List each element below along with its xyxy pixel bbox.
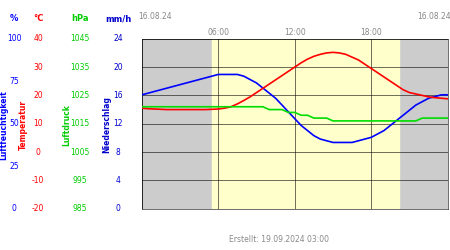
Text: 1045: 1045	[70, 34, 90, 43]
Text: 0: 0	[116, 204, 121, 213]
Text: 20: 20	[113, 62, 123, 72]
Text: 75: 75	[9, 77, 19, 86]
Text: 10: 10	[33, 119, 43, 128]
Text: 985: 985	[73, 204, 87, 213]
Text: mm/h: mm/h	[105, 14, 131, 23]
Text: 24: 24	[113, 34, 123, 43]
Text: 1025: 1025	[71, 91, 90, 100]
Text: 12: 12	[113, 119, 123, 128]
Text: Temperatur: Temperatur	[19, 100, 28, 150]
Text: 0: 0	[36, 148, 40, 156]
Text: 30: 30	[33, 62, 43, 72]
Text: 20: 20	[33, 91, 43, 100]
Text: °C: °C	[33, 14, 44, 23]
Text: %: %	[10, 14, 18, 23]
Text: 1035: 1035	[70, 62, 90, 72]
Text: 100: 100	[7, 34, 22, 43]
Text: Luftfeuchtigkeit: Luftfeuchtigkeit	[0, 90, 8, 160]
Text: 995: 995	[73, 176, 87, 185]
Bar	[212, 39, 399, 209]
Text: 25: 25	[9, 162, 19, 171]
Text: Niederschlag: Niederschlag	[102, 96, 111, 154]
Text: -10: -10	[32, 176, 45, 185]
Text: 16.08.24: 16.08.24	[139, 12, 172, 21]
Text: 16.08.24: 16.08.24	[417, 12, 450, 21]
Text: -20: -20	[32, 204, 45, 213]
Text: 1015: 1015	[71, 119, 90, 128]
Text: 4: 4	[116, 176, 121, 185]
Text: Luftdruck: Luftdruck	[62, 104, 71, 146]
Text: 0: 0	[12, 204, 17, 213]
Text: 16: 16	[113, 91, 123, 100]
Text: 50: 50	[9, 119, 19, 128]
Text: 1005: 1005	[70, 148, 90, 156]
Text: 40: 40	[33, 34, 43, 43]
Text: Erstellt: 19.09.2024 03:00: Erstellt: 19.09.2024 03:00	[229, 236, 329, 244]
Text: hPa: hPa	[72, 14, 89, 23]
Text: 8: 8	[116, 148, 121, 156]
